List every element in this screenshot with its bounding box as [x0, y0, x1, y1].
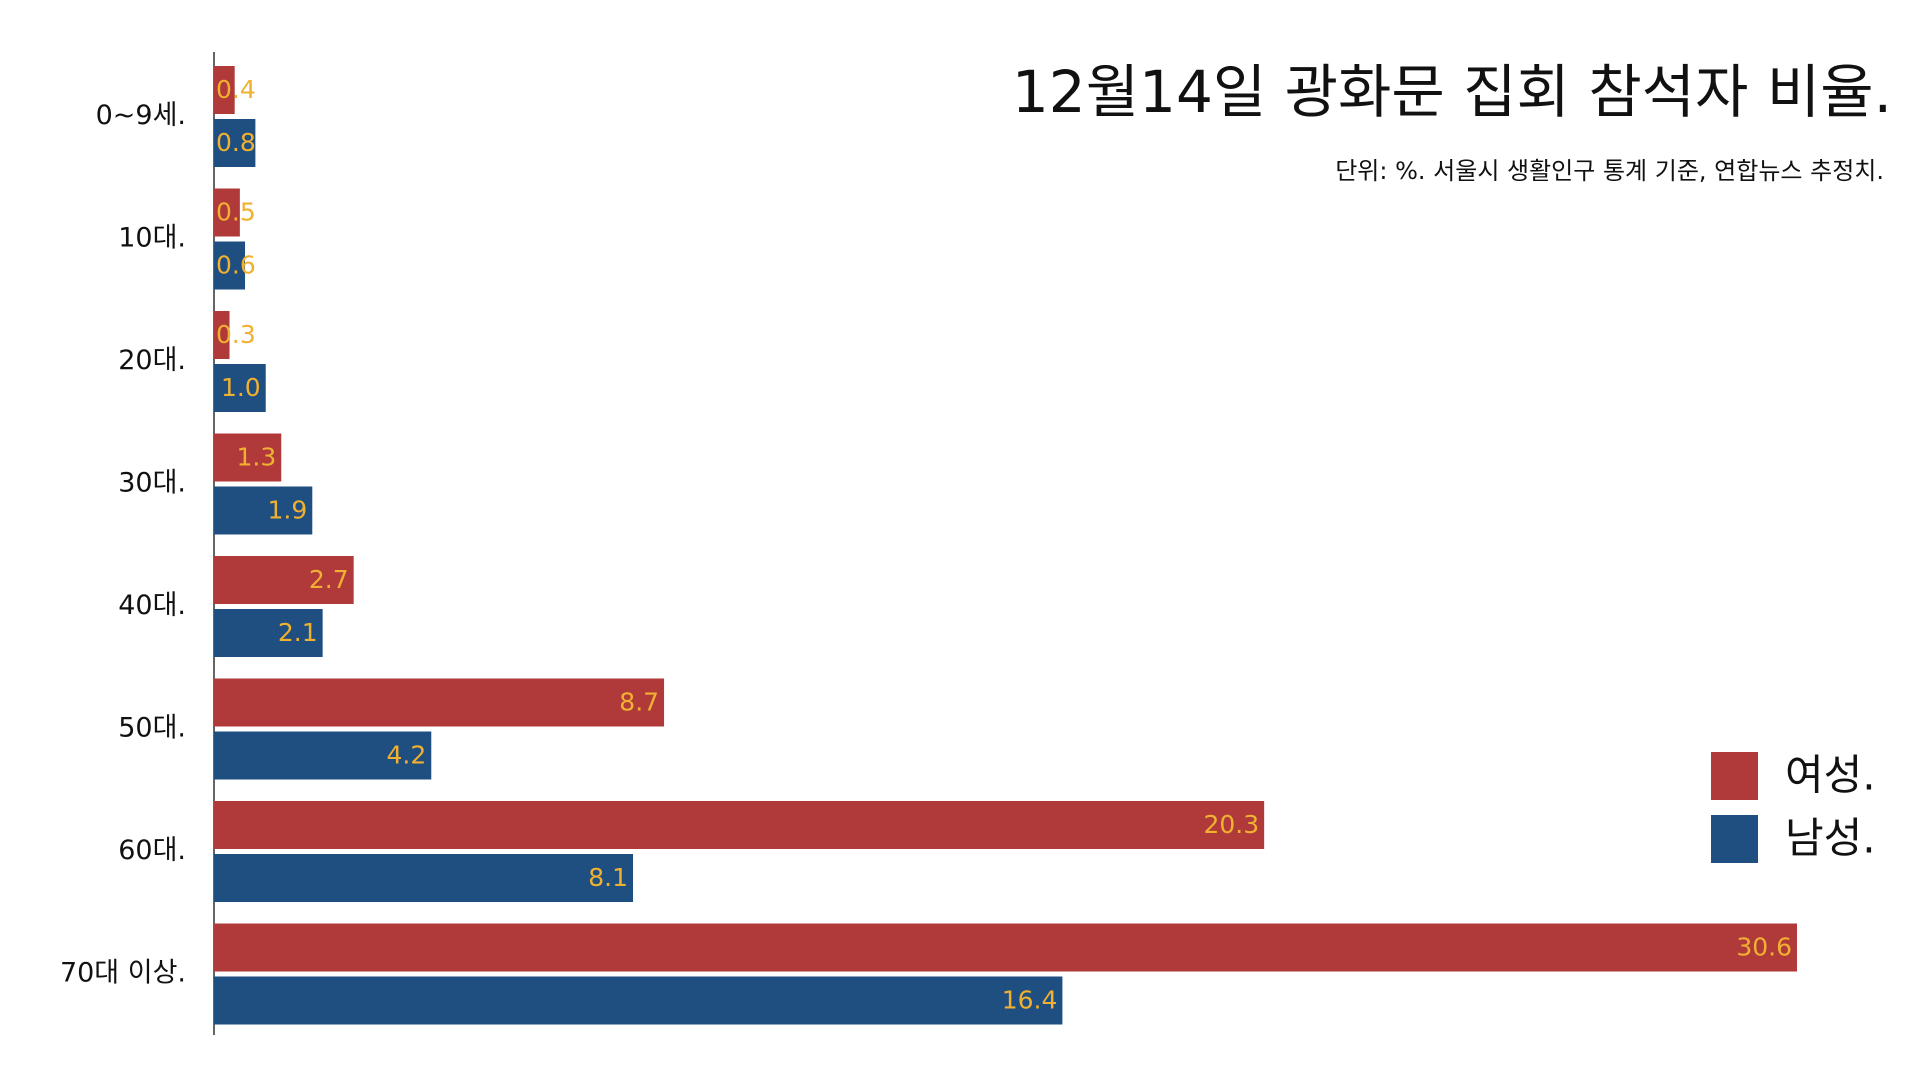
y-tick-label: 50대.	[118, 713, 186, 744]
bar	[214, 609, 323, 657]
y-tick-label: 0~9세.	[96, 100, 186, 131]
bar	[214, 976, 1063, 1025]
bar	[214, 433, 282, 482]
value-label: 16.4	[1002, 986, 1058, 1015]
bar	[214, 801, 1265, 849]
bar	[214, 556, 354, 604]
value-label: 30.6	[1736, 933, 1792, 962]
bar	[214, 66, 235, 114]
value-label: 2.7	[309, 565, 349, 594]
bar	[214, 486, 313, 535]
value-label: 2.1	[278, 618, 318, 647]
legend-label: 여성.	[1785, 751, 1876, 800]
chart-title: 12월14일 광화문 집회 참석자 비율.	[1012, 58, 1892, 126]
value-label: 0.6	[216, 251, 256, 280]
value-label: 0.5	[216, 198, 256, 227]
bar	[214, 854, 634, 902]
y-tick-label: 40대.	[118, 590, 186, 621]
value-label: 0.8	[216, 128, 256, 157]
y-tick-label: 30대.	[118, 468, 186, 499]
value-label: 1.9	[268, 496, 308, 525]
value-label: 1.3	[236, 443, 276, 472]
bar	[214, 311, 230, 359]
chart-subtitle: 단위: %. 서울시 생활인구 통계 기준, 연합뉴스 추정치.	[1335, 157, 1884, 185]
value-label: 0.3	[216, 320, 256, 349]
legend-label: 남성.	[1785, 814, 1876, 863]
legend-swatch	[1711, 752, 1758, 800]
bar	[214, 923, 1797, 972]
legend-swatch	[1711, 815, 1758, 863]
value-label: 1.0	[221, 373, 261, 402]
bar	[214, 678, 665, 727]
y-tick-label: 60대.	[118, 835, 186, 866]
value-label: 4.2	[387, 741, 427, 770]
bar	[214, 119, 256, 167]
bar	[214, 364, 266, 412]
y-tick-label: 20대.	[118, 345, 186, 376]
value-label: 20.3	[1203, 810, 1259, 839]
value-label: 8.7	[619, 688, 659, 717]
bar	[214, 731, 432, 780]
bar	[214, 188, 240, 237]
y-tick-label: 10대.	[118, 223, 186, 254]
value-label: 8.1	[588, 863, 628, 892]
bar	[214, 241, 246, 290]
value-label: 0.4	[216, 75, 256, 104]
y-tick-label: 70대 이상.	[60, 958, 186, 989]
